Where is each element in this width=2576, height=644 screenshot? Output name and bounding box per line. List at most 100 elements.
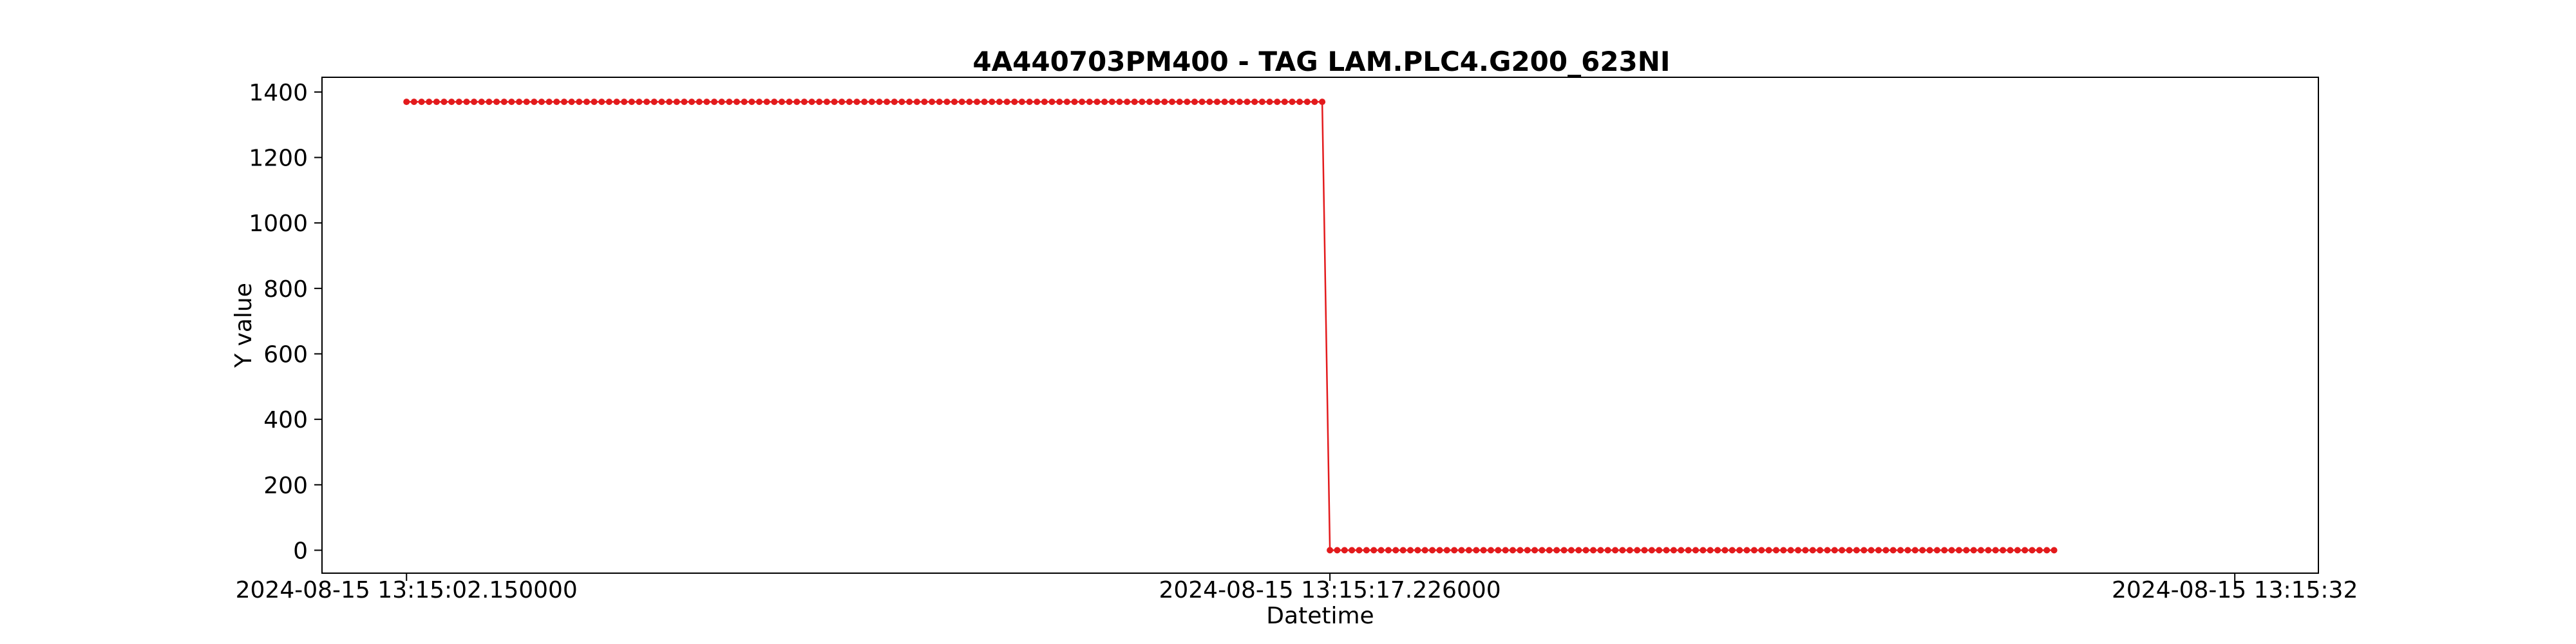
data-point	[868, 99, 875, 106]
data-point	[500, 99, 507, 106]
data-point	[1933, 547, 1940, 554]
data-point	[996, 99, 1003, 106]
data-point	[1153, 99, 1160, 106]
data-point	[1758, 547, 1765, 554]
data-point	[1517, 547, 1524, 554]
data-point	[1919, 547, 1926, 554]
data-point	[951, 99, 958, 106]
data-point	[1546, 547, 1553, 554]
data-point	[793, 99, 800, 106]
data-point	[1831, 547, 1838, 554]
data-point	[1213, 99, 1220, 106]
data-point	[1018, 99, 1025, 106]
data-point	[553, 99, 560, 106]
data-point	[771, 99, 778, 106]
data-point	[1421, 547, 1428, 554]
data-point	[1678, 547, 1685, 554]
data-point	[1392, 547, 1399, 554]
data-point	[1875, 547, 1882, 554]
data-point	[583, 99, 590, 106]
data-point	[1108, 99, 1115, 106]
data-point	[1604, 547, 1611, 554]
data-point	[2007, 547, 2014, 554]
data-point	[1056, 99, 1063, 106]
data-point	[1795, 547, 1802, 554]
data-point	[403, 99, 410, 106]
data-point	[418, 99, 425, 106]
x-tick-label: 2024-08-15 13:15:02.150000	[236, 577, 578, 603]
data-point	[1970, 547, 1977, 554]
data-point	[1531, 547, 1539, 554]
data-point	[1787, 547, 1794, 554]
data-point	[410, 99, 417, 106]
data-point	[921, 99, 928, 106]
data-point	[1176, 99, 1183, 106]
chart-title: 4A440703PM400 - TAG LAM.PLC4.G200_623NI	[972, 46, 1670, 77]
data-point	[538, 99, 545, 106]
data-point	[1266, 99, 1273, 106]
data-point	[1582, 547, 1589, 554]
data-point	[838, 99, 846, 106]
data-point	[748, 99, 755, 106]
y-tick-label: 0	[293, 538, 308, 564]
data-point	[493, 99, 500, 106]
data-point	[598, 99, 605, 106]
data-point	[2050, 547, 2058, 554]
data-point	[734, 99, 740, 106]
data-point	[1773, 547, 1779, 554]
data-point	[1206, 99, 1213, 106]
data-point	[1539, 547, 1546, 554]
data-point	[1685, 547, 1692, 554]
data-point	[1244, 99, 1251, 106]
data-point	[650, 99, 658, 106]
data-point	[1473, 547, 1480, 554]
data-point	[486, 99, 493, 106]
data-point	[1356, 547, 1363, 554]
data-point	[1124, 99, 1131, 106]
data-point	[711, 99, 718, 106]
data-point	[2029, 547, 2036, 554]
data-point	[1451, 547, 1458, 554]
data-point	[1465, 547, 1472, 554]
data-point	[688, 99, 696, 106]
data-point	[1385, 547, 1392, 554]
data-point	[516, 99, 523, 106]
data-point	[1853, 547, 1860, 554]
data-point	[1846, 547, 1853, 554]
data-point	[1743, 547, 1750, 554]
data-point	[876, 99, 883, 106]
data-point	[1780, 547, 1787, 554]
data-point	[861, 99, 868, 106]
data-point	[1948, 547, 1955, 554]
data-point	[1707, 547, 1714, 554]
y-tick-label: 200	[263, 473, 308, 499]
data-point	[1071, 99, 1078, 106]
data-point	[568, 99, 575, 106]
data-point	[823, 99, 830, 106]
data-point	[943, 99, 951, 106]
data-point	[981, 99, 988, 106]
data-point	[1146, 99, 1153, 106]
data-point	[1510, 547, 1516, 554]
data-point	[989, 99, 996, 106]
data-point	[846, 99, 853, 106]
data-point	[613, 99, 620, 106]
data-point	[831, 99, 838, 106]
data-point	[1414, 547, 1421, 554]
y-tick-label: 1000	[249, 211, 308, 237]
data-point	[1094, 99, 1101, 106]
data-point	[1079, 99, 1086, 106]
data-point	[1941, 547, 1948, 554]
data-point	[1311, 99, 1318, 106]
data-point	[1281, 99, 1288, 106]
data-point	[1817, 547, 1824, 554]
data-point	[1911, 547, 1918, 554]
data-point	[636, 99, 643, 106]
data-point	[958, 99, 965, 106]
x-axis: 2024-08-15 13:15:02.150000 2024-08-15 13:…	[236, 573, 2358, 603]
data-point	[1488, 547, 1494, 554]
data-point	[1229, 99, 1236, 106]
data-point	[966, 99, 973, 106]
data-point	[448, 99, 455, 106]
